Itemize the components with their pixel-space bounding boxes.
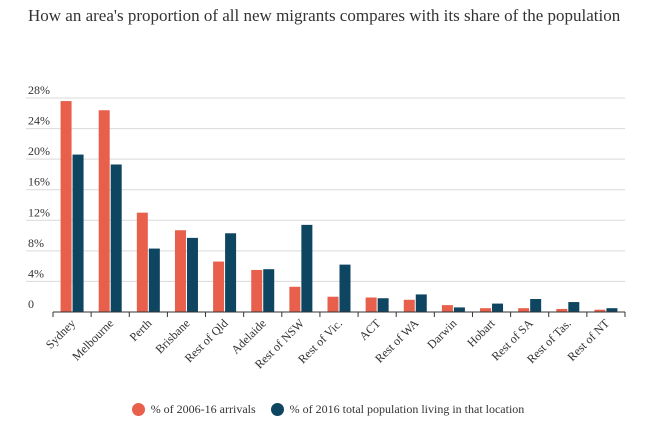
y-tick-label: 0 [28, 297, 34, 311]
x-tick-label: Darwin [424, 316, 459, 351]
legend-swatch-population [270, 403, 284, 416]
bar-population [225, 233, 237, 312]
x-tick-label: Melbourne [69, 316, 116, 363]
bar-population [606, 308, 618, 312]
bar-population [568, 302, 580, 312]
bar-arrivals [403, 299, 415, 312]
bar-population [72, 154, 84, 312]
legend-label-arrivals: % of 2006-16 arrivals [150, 402, 256, 416]
bar-population [301, 224, 313, 312]
bar-population [263, 269, 275, 312]
y-tick-label: 24% [28, 114, 50, 128]
bars [60, 101, 618, 312]
bar-population [492, 303, 504, 312]
bar-population [148, 248, 160, 312]
y-tick-label: 4% [28, 266, 44, 280]
bar-arrivals [213, 261, 225, 312]
legend: % of 2006-16 arrivals % of 2016 total po… [0, 402, 656, 420]
bar-arrivals [327, 296, 339, 312]
bar-population [530, 299, 542, 312]
bar-arrivals [174, 230, 186, 312]
bar-arrivals [289, 286, 301, 312]
legend-item-population: % of 2016 total population living in tha… [270, 402, 525, 417]
bar-population [339, 264, 351, 312]
bar-arrivals [480, 308, 492, 312]
legend-swatch-arrivals [131, 403, 145, 416]
y-tick-label: 12% [28, 205, 50, 219]
bar-arrivals [251, 269, 263, 312]
x-tick-label: ACT [356, 316, 383, 343]
bar-arrivals [518, 308, 530, 312]
bar-arrivals [365, 297, 377, 312]
bar-population [110, 164, 122, 312]
y-tick-label: 8% [28, 236, 44, 250]
bar-arrivals [594, 309, 606, 312]
bar-arrivals [60, 101, 72, 312]
x-tick-label: Rest of NT [564, 316, 612, 364]
grid-lines [26, 97, 625, 282]
y-tick-label: 20% [28, 144, 50, 158]
bar-arrivals [556, 308, 568, 312]
bar-population [377, 298, 389, 312]
legend-item-arrivals: % of 2006-16 arrivals [131, 402, 256, 417]
x-tick-label: Sydney [43, 316, 78, 351]
bar-population [186, 237, 198, 312]
y-axis-ticks: 0 4% 8% 12% 16% 20% 24% 28% [28, 83, 50, 311]
legend-label-population: % of 2016 total population living in tha… [289, 402, 525, 416]
y-tick-label: 16% [28, 175, 50, 189]
x-tick-label: Perth [127, 316, 155, 344]
bar-population [453, 307, 465, 312]
y-tick-label: 28% [28, 83, 50, 97]
bar-arrivals [98, 110, 110, 312]
bar-arrivals [136, 212, 148, 312]
x-tick-label: Hobart [464, 316, 498, 350]
bar-arrivals [441, 305, 453, 312]
chart-title: How an area's proportion of all new migr… [28, 6, 621, 25]
bar-population [415, 294, 427, 312]
